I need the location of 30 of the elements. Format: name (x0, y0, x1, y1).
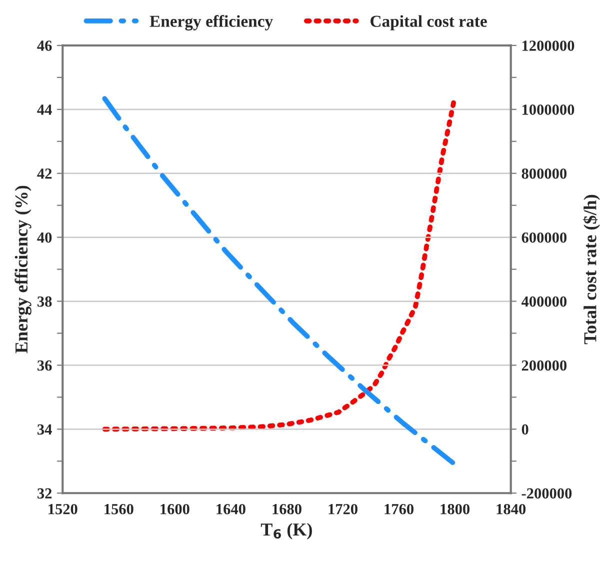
x-tick-label: 1720 (328, 504, 358, 514)
y-tick-label: 40 (37, 232, 52, 243)
y-tick-label: 44 (37, 104, 52, 115)
y2-tick-label: 800000 (522, 168, 567, 179)
y-tick-label: 32 (38, 488, 52, 499)
y2-axis-title: Total cost rate ($/h) (583, 194, 600, 344)
x-tick-label: 1520 (48, 504, 78, 514)
y-tick-label: 42 (37, 168, 52, 179)
x-axis-title: T$_{6}$ (K) (260, 522, 312, 540)
y-tick-label: 38 (38, 296, 52, 307)
x-tick-label: 1640 (216, 504, 246, 514)
y2-tick-label: -200000 (522, 488, 572, 499)
x-tick-label: 1800 (440, 504, 470, 514)
x-tick-label: 1680 (272, 504, 302, 514)
y2-tick-label: 0 (522, 424, 528, 435)
x-tick-label: 1600 (160, 504, 190, 514)
legend-label: Energy efficiency (150, 15, 273, 30)
legend-label: Capital cost rate (370, 15, 487, 30)
x-tick-label: 1560 (104, 504, 134, 514)
x-tick-label: 1840 (496, 504, 526, 514)
y-tick-label: 34 (38, 424, 52, 435)
x-tick-label: 1760 (384, 504, 414, 514)
y2-tick-label: 1200000 (522, 40, 574, 51)
y2-tick-label: 600000 (522, 232, 567, 243)
y2-tick-label: 200000 (522, 360, 567, 371)
y-tick-label: 46 (37, 40, 52, 51)
y2-tick-label: 400000 (521, 296, 567, 307)
y-tick-label: 36 (38, 360, 52, 371)
y-axis-title: Energy efficiency (%) (14, 186, 32, 354)
y2-tick-label: 1000000 (522, 104, 574, 115)
